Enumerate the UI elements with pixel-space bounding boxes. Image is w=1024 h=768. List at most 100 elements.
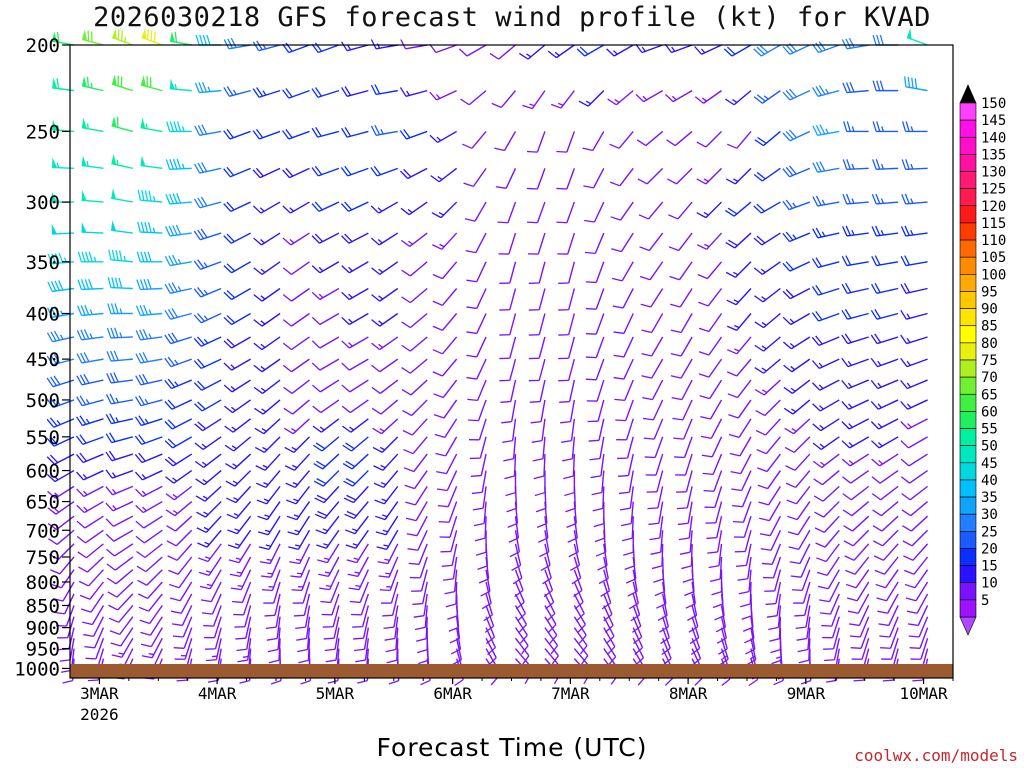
barb-full-feather	[487, 647, 496, 655]
barb-staff	[761, 167, 781, 182]
barb-staff	[789, 44, 811, 55]
barb-staff	[733, 201, 752, 217]
barb-half-feather	[291, 446, 297, 451]
wind-barb	[585, 288, 605, 310]
barb-staff	[319, 232, 340, 244]
wind-barb	[432, 336, 458, 355]
barb-full-feather	[83, 373, 90, 384]
wind-barb	[672, 399, 693, 421]
barb-full-feather	[740, 603, 751, 608]
colorbar-label: 95	[981, 284, 998, 300]
barb-full-feather	[408, 562, 420, 565]
barb-staff	[406, 130, 428, 140]
barb-full-feather	[812, 442, 822, 450]
barb-full-feather	[201, 81, 208, 93]
barb-full-feather	[718, 648, 728, 655]
barb-staff	[828, 581, 840, 602]
barb-full-feather	[786, 499, 797, 505]
barb-staff	[60, 569, 75, 589]
wind-barb	[698, 336, 723, 356]
wind-barb	[694, 90, 722, 104]
barb-full-feather	[324, 648, 336, 652]
chart-title: 2026030218 GFS forecast wind profile (kt…	[93, 2, 931, 33]
wind-barb	[433, 399, 458, 419]
barb-staff	[148, 593, 163, 612]
barb-staff	[169, 201, 192, 205]
barb-full-feather	[285, 88, 293, 98]
wind-barb	[753, 44, 781, 57]
barb-full-feather	[728, 239, 738, 247]
wind-barb	[311, 87, 340, 98]
barb-staff	[623, 336, 634, 358]
barb-staff	[622, 288, 634, 309]
barb-half-feather	[112, 505, 117, 510]
barb-full-feather	[505, 491, 516, 497]
barb-staff	[791, 379, 811, 395]
barb-full-feather	[134, 471, 143, 481]
colorbar-label: 20	[981, 541, 998, 557]
barb-flag	[141, 75, 146, 87]
barb-full-feather	[900, 421, 909, 430]
barb-half-feather	[236, 571, 242, 574]
barb-staff	[213, 616, 222, 638]
barb-full-feather	[473, 522, 485, 527]
wind-barb	[509, 530, 521, 558]
wind-barb	[370, 125, 398, 136]
colorbar-swatch	[959, 205, 977, 224]
barb-full-feather	[694, 677, 703, 686]
wind-barb	[432, 288, 458, 306]
wind-barb	[311, 287, 340, 301]
barb-staff	[384, 501, 399, 520]
wind-barb	[137, 189, 163, 203]
barb-full-feather	[313, 480, 324, 487]
barb-staff	[140, 199, 163, 203]
barb-half-feather	[848, 423, 853, 428]
barb-full-feather	[782, 290, 791, 300]
barb-full-feather	[659, 626, 669, 633]
wind-barb	[47, 515, 75, 531]
barb-half-feather	[231, 426, 237, 431]
barb-half-feather	[56, 400, 61, 406]
barb-full-feather	[782, 232, 791, 242]
wind-barb	[322, 605, 340, 628]
barb-staff	[789, 261, 811, 272]
wind-barb	[79, 581, 104, 600]
barb-staff	[882, 543, 899, 561]
barb-full-feather	[84, 645, 95, 649]
wind-barb	[665, 90, 693, 103]
barb-staff	[852, 529, 870, 547]
barb-staff	[261, 336, 281, 351]
barb-full-feather	[139, 329, 145, 340]
barb-staff	[889, 627, 899, 649]
wind-barb	[900, 418, 928, 430]
wind-barb	[314, 485, 340, 504]
barb-staff	[703, 90, 722, 104]
barb-half-feather	[406, 90, 410, 96]
barb-full-feather	[169, 159, 174, 170]
wind-barb	[670, 313, 693, 334]
barb-staff	[627, 453, 634, 476]
barb-full-feather	[106, 563, 116, 571]
barb-full-feather	[542, 577, 552, 585]
barb-full-feather	[138, 434, 146, 444]
barb-full-feather	[871, 440, 880, 449]
barb-full-feather	[252, 169, 261, 179]
wind-barb	[870, 418, 899, 430]
barb-staff	[772, 556, 782, 579]
barb-staff	[202, 418, 222, 432]
barb-full-feather	[111, 249, 116, 261]
barb-full-feather	[50, 307, 57, 317]
wind-barb	[106, 350, 133, 362]
barb-full-feather	[818, 41, 826, 51]
wind-barb	[641, 358, 664, 379]
barb-full-feather	[727, 207, 738, 215]
barb-staff	[822, 485, 840, 502]
barb-full-feather	[526, 150, 538, 153]
wind-barb	[348, 569, 369, 591]
wind-barb	[135, 515, 163, 529]
wind-barb	[795, 605, 811, 630]
colorbar-swatch	[959, 342, 977, 361]
wind-barb	[528, 358, 546, 382]
barb-full-feather	[843, 121, 848, 132]
wind-barb	[164, 356, 192, 368]
